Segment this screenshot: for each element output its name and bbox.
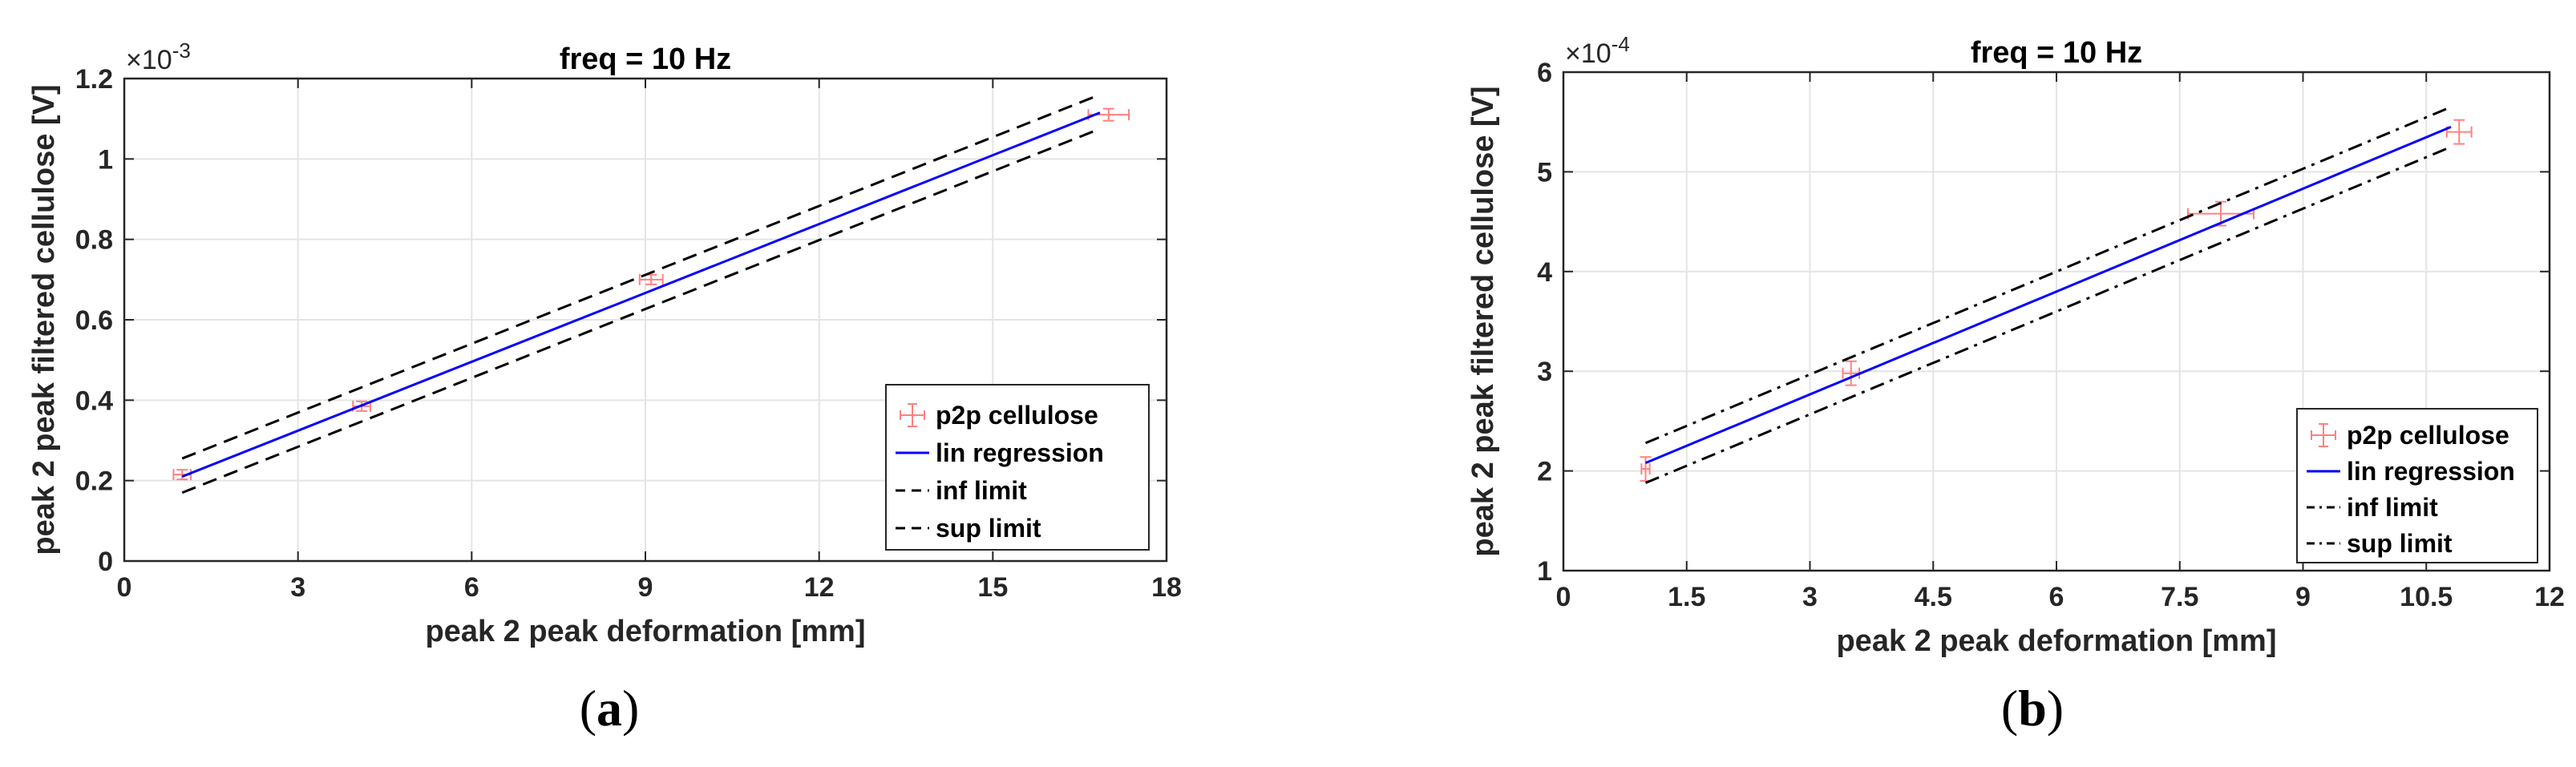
legend-label: lin regression bbox=[936, 438, 1104, 467]
x-tick-label: 6 bbox=[464, 572, 479, 603]
chart-title: freq = 10 Hz bbox=[1971, 36, 2142, 70]
y-tick-label: 5 bbox=[1537, 157, 1552, 188]
series-line-inf-limit bbox=[181, 127, 1101, 495]
y-tick-label: 1 bbox=[1537, 556, 1552, 587]
x-tick-label: 6 bbox=[2049, 582, 2064, 612]
y-tick-label: 3 bbox=[1537, 357, 1552, 387]
series-line-inf-limit bbox=[1644, 145, 2452, 484]
x-axis-label: peak 2 peak deformation [mm] bbox=[425, 615, 865, 648]
x-tick-label: 1.5 bbox=[1668, 582, 1705, 612]
x-tick-label: 15 bbox=[977, 572, 1008, 603]
legend-label: lin regression bbox=[2347, 457, 2515, 486]
y-tick-label: 4 bbox=[1537, 257, 1552, 288]
legend-label: sup limit bbox=[936, 514, 1041, 543]
chart-title: freq = 10 Hz bbox=[560, 42, 731, 76]
y-tick-label: 6 bbox=[1537, 58, 1552, 88]
panel-caption: (b) bbox=[2001, 680, 2064, 737]
y-axis-multiplier: ×10-4 bbox=[1565, 32, 1630, 69]
chart-panel-a: 0 3 6 9 12 15 18 0 0.2 0.4 0.6 0.8 1 1.2 ×10-3 freq = 1… bbox=[27, 38, 1182, 737]
x-tick-label: 0 bbox=[1556, 582, 1571, 612]
legend-item: inf limit bbox=[2307, 493, 2438, 522]
y-axis-label: peak 2 peak filtered cellulose [V] bbox=[27, 84, 61, 555]
legend-item: sup limit bbox=[896, 514, 1041, 543]
data-point-p2p-cellulose bbox=[1842, 360, 1860, 386]
legend: p2p cellulose lin regression inf limit sup … bbox=[885, 384, 1150, 551]
x-tick-label: 3 bbox=[290, 572, 305, 603]
x-tick-label: 4.5 bbox=[1915, 582, 1952, 612]
legend-label: sup limit bbox=[2347, 529, 2453, 558]
legend-box bbox=[885, 384, 1150, 551]
y-axis-multiplier: ×10-3 bbox=[126, 38, 191, 75]
series-line-sup-limit bbox=[1644, 106, 2452, 445]
legend-label: p2p cellulose bbox=[936, 401, 1098, 430]
series-line-lin-regression bbox=[181, 111, 1101, 478]
x-tick-label: 12 bbox=[2534, 582, 2565, 612]
legend-item: p2p cellulose bbox=[2311, 421, 2509, 450]
x-tick-label: 9 bbox=[2295, 582, 2311, 612]
x-tick-label: 7.5 bbox=[2161, 582, 2198, 612]
series-line-lin-regression bbox=[1644, 126, 2452, 465]
x-tick-label: 9 bbox=[638, 572, 653, 603]
y-tick-label: 0.8 bbox=[75, 225, 113, 256]
x-axis-label: peak 2 peak deformation [mm] bbox=[1836, 624, 2276, 658]
series-line-sup-limit bbox=[181, 93, 1101, 460]
legend-item: p2p cellulose bbox=[900, 401, 1098, 430]
y-tick-label: 0.6 bbox=[75, 305, 113, 336]
legend-box bbox=[2296, 408, 2538, 563]
y-axis-label: peak 2 peak filtered cellulose [V] bbox=[1466, 86, 1500, 556]
x-tick-label: 10.5 bbox=[2400, 582, 2453, 612]
y-tick-label: 0 bbox=[98, 547, 113, 577]
y-tick-label: 1.2 bbox=[75, 64, 113, 95]
legend-item: sup limit bbox=[2307, 529, 2453, 558]
y-tick-label: 1 bbox=[98, 144, 113, 175]
x-tick-label: 0 bbox=[117, 572, 132, 603]
y-tick-label: 2 bbox=[1537, 457, 1552, 487]
legend-item: inf limit bbox=[896, 476, 1027, 505]
legend-item: lin regression bbox=[2307, 457, 2515, 486]
legend-item: lin regression bbox=[896, 438, 1104, 467]
x-tick-label: 18 bbox=[1151, 572, 1182, 603]
data-point-p2p-cellulose bbox=[2445, 119, 2473, 145]
legend-label: p2p cellulose bbox=[2347, 421, 2509, 450]
y-tick-label: 0.2 bbox=[75, 466, 113, 497]
x-tick-label: 3 bbox=[1802, 582, 1818, 612]
legend-label: inf limit bbox=[2347, 493, 2438, 522]
legend: p2p cellulose lin regression inf limit sup … bbox=[2296, 408, 2538, 563]
panel-caption: (a) bbox=[580, 680, 640, 737]
y-tick-label: 0.4 bbox=[75, 386, 113, 416]
legend-label: inf limit bbox=[936, 476, 1027, 505]
x-tick-label: 12 bbox=[804, 572, 835, 603]
